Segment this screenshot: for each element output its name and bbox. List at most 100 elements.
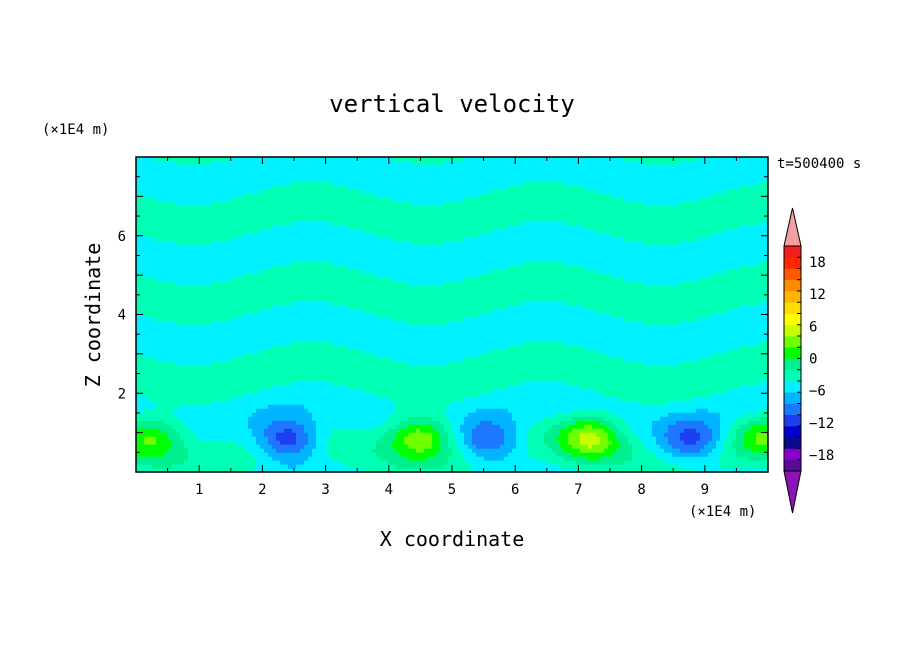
field-cell bbox=[300, 436, 305, 441]
field-cell bbox=[528, 392, 533, 397]
field-cell bbox=[464, 368, 469, 373]
field-cell bbox=[236, 452, 241, 457]
field-cell bbox=[292, 420, 297, 425]
field-cell bbox=[372, 416, 377, 421]
field-cell bbox=[356, 436, 361, 441]
field-cell bbox=[444, 376, 449, 381]
field-cell bbox=[368, 376, 373, 381]
field-cell bbox=[332, 400, 337, 405]
field-cell bbox=[180, 388, 185, 393]
field-cell bbox=[256, 424, 261, 429]
field-cell bbox=[548, 428, 553, 433]
field-cell bbox=[252, 344, 257, 349]
field-cell bbox=[676, 384, 681, 389]
field-cell bbox=[208, 432, 213, 437]
field-cell bbox=[228, 372, 233, 377]
field-cell bbox=[372, 396, 377, 401]
field-cell bbox=[364, 408, 369, 413]
field-cell bbox=[144, 408, 149, 413]
field-cell bbox=[300, 416, 305, 421]
field-cell bbox=[760, 400, 765, 405]
field-cell bbox=[544, 464, 549, 469]
field-cell bbox=[544, 412, 549, 417]
field-cell bbox=[488, 416, 493, 421]
field-cell bbox=[624, 364, 629, 369]
field-cell bbox=[748, 432, 753, 437]
field-cell bbox=[176, 448, 181, 453]
field-cell bbox=[136, 384, 141, 389]
field-cell bbox=[260, 392, 265, 397]
field-cell bbox=[248, 396, 253, 401]
field-cell bbox=[460, 440, 465, 445]
field-cell bbox=[256, 444, 261, 449]
field-cell bbox=[524, 420, 529, 425]
field-cell bbox=[540, 416, 545, 421]
field-cell bbox=[476, 456, 481, 461]
field-cell bbox=[256, 360, 261, 365]
field-cell bbox=[312, 352, 317, 357]
field-cell bbox=[644, 444, 649, 449]
field-cell bbox=[208, 380, 213, 385]
field-cell bbox=[760, 392, 765, 397]
field-cell bbox=[568, 444, 573, 449]
field-cell bbox=[372, 376, 377, 381]
field-cell bbox=[476, 424, 481, 429]
field-cell bbox=[640, 448, 645, 453]
field-cell bbox=[476, 452, 481, 457]
field-cell bbox=[204, 432, 209, 437]
field-cell bbox=[648, 368, 653, 373]
field-cell bbox=[508, 468, 513, 472]
field-cell bbox=[352, 348, 357, 353]
field-cell bbox=[624, 452, 629, 457]
field-cell bbox=[740, 456, 745, 461]
field-cell bbox=[480, 448, 485, 453]
field-cell bbox=[260, 364, 265, 369]
field-cell bbox=[316, 344, 321, 349]
field-cell bbox=[744, 436, 749, 441]
field-cell bbox=[524, 432, 529, 437]
field-cell bbox=[288, 364, 293, 369]
field-cell bbox=[192, 432, 197, 437]
field-cell bbox=[568, 352, 573, 357]
field-cell bbox=[284, 352, 289, 357]
field-cell bbox=[148, 344, 153, 349]
field-cell bbox=[172, 384, 177, 389]
field-cell bbox=[548, 400, 553, 405]
field-cell bbox=[184, 428, 189, 433]
field-cell bbox=[340, 368, 345, 373]
field-cell bbox=[692, 464, 697, 469]
field-cell bbox=[492, 344, 497, 349]
field-cell bbox=[560, 460, 565, 465]
field-cell bbox=[528, 424, 533, 429]
field-cell bbox=[280, 432, 285, 437]
field-cell bbox=[472, 384, 477, 389]
field-cell bbox=[404, 396, 409, 401]
field-cell bbox=[612, 356, 617, 361]
field-cell bbox=[736, 364, 741, 369]
field-cell bbox=[540, 392, 545, 397]
field-cell bbox=[472, 420, 477, 425]
field-cell bbox=[700, 372, 705, 377]
field-cell bbox=[388, 436, 393, 441]
field-cell bbox=[396, 404, 401, 409]
field-cell bbox=[736, 436, 741, 441]
field-cell bbox=[280, 392, 285, 397]
field-cell bbox=[380, 372, 385, 377]
field-cell bbox=[276, 352, 281, 357]
field-cell bbox=[312, 468, 317, 472]
field-cell bbox=[504, 428, 509, 433]
field-cell bbox=[404, 448, 409, 453]
field-cell bbox=[188, 416, 193, 421]
field-cell bbox=[736, 444, 741, 449]
field-cell bbox=[140, 368, 145, 373]
field-cell bbox=[336, 392, 341, 397]
field-cell bbox=[548, 404, 553, 409]
field-cell bbox=[644, 400, 649, 405]
field-cell bbox=[200, 372, 205, 377]
field-cell bbox=[308, 404, 313, 409]
field-cell bbox=[740, 420, 745, 425]
field-cell bbox=[628, 396, 633, 401]
field-cell bbox=[240, 436, 245, 441]
field-cell bbox=[332, 444, 337, 449]
field-cell bbox=[660, 464, 665, 469]
